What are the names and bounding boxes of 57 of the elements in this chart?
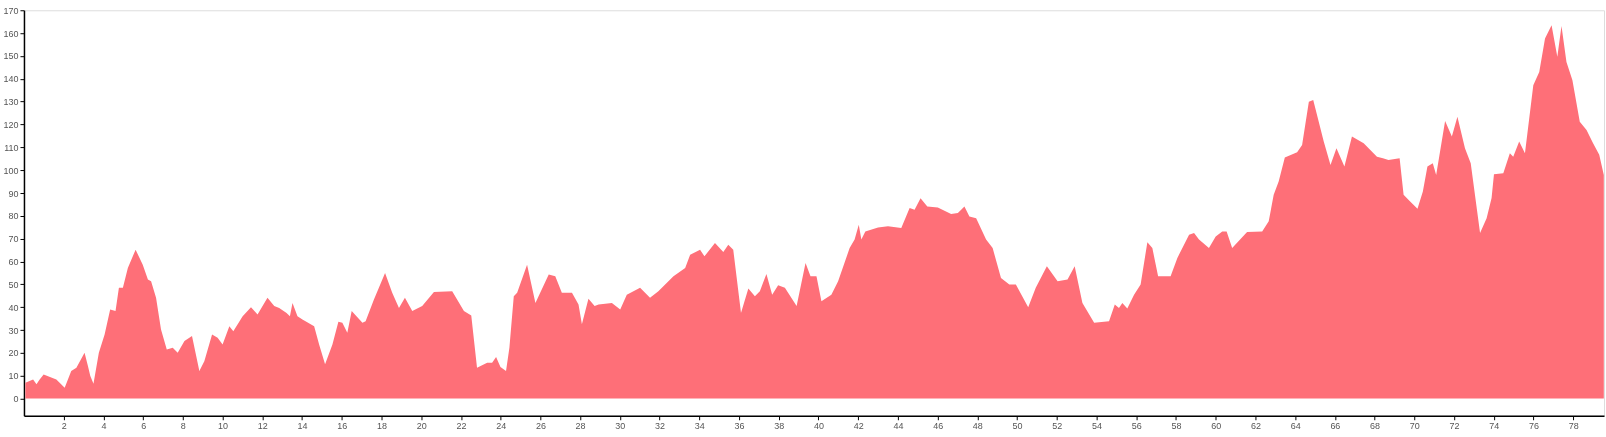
x-tick-label: 40 (813, 421, 824, 432)
x-tick-label: 62 (1250, 421, 1261, 432)
x-tick-label: 76 (1529, 421, 1539, 432)
x-tick-label: 32 (655, 421, 666, 432)
x-tick-label: 54 (1092, 421, 1103, 432)
x-tick-label: 42 (853, 421, 864, 432)
y-tick-label: 80 (8, 211, 19, 222)
y-tick-label: 110 (4, 142, 19, 153)
x-tick-label: 36 (734, 421, 745, 432)
y-tick-label: 10 (8, 371, 19, 382)
y-tick-label: 90 (8, 188, 19, 199)
x-tick-label: 14 (297, 421, 308, 432)
x-tick-label: 2 (61, 421, 67, 432)
x-tick-label: 30 (615, 421, 626, 432)
y-tick-label: 140 (3, 74, 19, 85)
x-tick-label: 28 (575, 421, 586, 432)
x-tick-label: 44 (893, 421, 904, 432)
y-tick-label: 120 (3, 119, 19, 130)
y-tick-label: 130 (3, 97, 19, 108)
x-tick-label: 4 (101, 421, 107, 432)
y-tick-label: 70 (8, 234, 19, 245)
x-tick-label: 20 (416, 421, 427, 432)
x-tick-label: 18 (377, 421, 387, 432)
y-tick-label: 60 (8, 257, 19, 268)
x-tick-label: 56 (1131, 421, 1142, 432)
x-tick-label: 10 (218, 421, 229, 432)
x-tick-label: 26 (535, 421, 546, 432)
x-tick-label: 58 (1171, 421, 1182, 432)
y-tick-label: 50 (8, 279, 19, 290)
x-tick-label: 66 (1330, 421, 1341, 432)
x-tick-label: 74 (1489, 421, 1500, 432)
x-tick-label: 34 (694, 421, 705, 432)
x-tick-label: 24 (496, 421, 507, 432)
x-tick-label: 52 (1052, 421, 1063, 432)
x-tick-label: 38 (774, 421, 785, 432)
x-tick-label: 22 (456, 421, 467, 432)
y-tick-label: 0 (13, 394, 19, 405)
y-tick-label: 20 (8, 348, 19, 359)
x-tick-label: 60 (1211, 421, 1222, 432)
x-tick-label: 6 (141, 421, 147, 432)
x-tick-label: 78 (1568, 421, 1579, 432)
x-tick-label: 50 (1012, 421, 1023, 432)
x-tick-label: 72 (1449, 421, 1460, 432)
x-tick-label: 70 (1409, 421, 1420, 432)
x-tick-label: 16 (337, 421, 348, 432)
x-tick-label: 12 (257, 421, 268, 432)
y-tick-label: 40 (8, 302, 19, 313)
y-tick-label: 100 (3, 165, 19, 176)
x-tick-label: 68 (1370, 421, 1381, 432)
y-tick-label: 160 (3, 28, 19, 39)
y-tick-label: 30 (8, 325, 19, 336)
x-tick-label: 46 (933, 421, 944, 432)
y-tick-label: 150 (3, 51, 19, 62)
y-tick-label: 170 (3, 5, 19, 16)
x-tick-label: 48 (972, 421, 983, 432)
x-tick-label: 8 (180, 421, 186, 432)
x-tick-label: 64 (1290, 421, 1301, 432)
